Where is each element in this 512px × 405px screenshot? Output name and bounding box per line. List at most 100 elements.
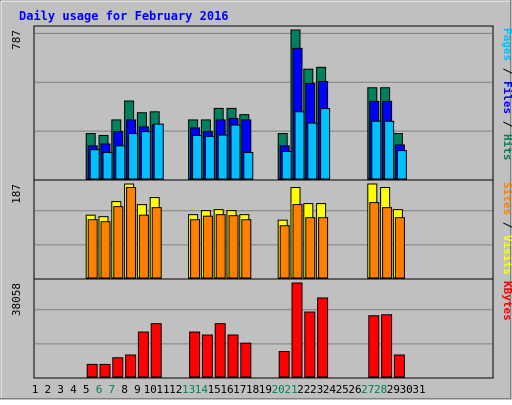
day-label: 13 — [182, 383, 195, 396]
visits-panel: 187 Sites / Visits — [10, 179, 512, 280]
day-label: 17 — [233, 383, 246, 396]
day-label: 15 — [208, 383, 221, 396]
bar-kbytes-day-29 — [393, 354, 405, 378]
bar-sites-day-16 — [228, 215, 239, 279]
bar-sites-day-23 — [318, 217, 329, 279]
bar-pages-day-23 — [320, 108, 331, 180]
bar-pages-day-9 — [140, 131, 151, 180]
bar-pages-day-17 — [243, 151, 254, 180]
bar-kbytes-day-17 — [240, 342, 252, 378]
bar-kbytes-day-27 — [368, 315, 380, 378]
bar-kbytes-day-9 — [137, 331, 149, 378]
day-label: 19 — [259, 383, 272, 396]
kbytes-panel-legend: KBytes — [501, 281, 512, 321]
bar-pages-day-21 — [294, 111, 305, 180]
legend-entry: Sites — [501, 182, 512, 215]
hits-panel: 787 Pages / Files / Hits — [10, 25, 512, 181]
legend-entry: Pages — [501, 28, 512, 61]
bar-pages-day-16 — [230, 124, 241, 180]
bar-kbytes-day-5 — [86, 363, 98, 378]
day-label: 21 — [284, 383, 297, 396]
day-label: 2 — [44, 383, 51, 396]
day-axis-labels: 1 2 3 4 5 6 7 8 9 10 11 12 13 14 15 16 17 18 19 20 21 22 23 24 2… — [32, 383, 426, 396]
bar-pages-day-27 — [371, 120, 382, 180]
bar-sites-day-27 — [369, 202, 380, 279]
bar-kbytes-day-20 — [278, 351, 290, 378]
bar-sites-day-8 — [126, 187, 137, 279]
legend-entry: Hits — [501, 134, 512, 161]
bar-sites-day-22 — [305, 217, 316, 279]
day-label: 7 — [108, 383, 115, 396]
day-label: 23 — [310, 383, 323, 396]
bar-pages-day-6 — [102, 151, 113, 180]
bar-sites-day-29 — [394, 217, 405, 279]
bar-sites-day-9 — [138, 214, 149, 279]
day-label: 9 — [134, 383, 141, 396]
bar-pages-day-13 — [192, 134, 203, 180]
day-label: 4 — [70, 383, 77, 396]
day-label: 31 — [412, 383, 425, 396]
bar-pages-day-14 — [204, 135, 215, 180]
day-label: 26 — [348, 383, 361, 396]
legend-entry: Visits — [501, 235, 512, 275]
legend-entry: Files — [501, 81, 512, 114]
kbytes-panel: 38058 KBytes — [10, 278, 512, 379]
bar-kbytes-day-10 — [150, 323, 162, 378]
bar-kbytes-day-7 — [112, 357, 124, 378]
bar-pages-day-20 — [281, 151, 292, 180]
bar-kbytes-day-13 — [189, 331, 201, 378]
bar-kbytes-day-16 — [227, 334, 239, 378]
bar-kbytes-day-8 — [125, 354, 137, 378]
bar-pages-day-29 — [396, 150, 407, 180]
bar-kbytes-day-15 — [214, 323, 226, 378]
day-label: 25 — [336, 383, 349, 396]
visits-panel-legend: Sites / Visits — [501, 182, 512, 275]
day-label: 14 — [195, 383, 209, 396]
day-label: 18 — [246, 383, 259, 396]
day-label: 28 — [374, 383, 387, 396]
legend-entry: / — [501, 215, 512, 235]
bar-kbytes-day-21 — [291, 282, 303, 378]
bar-kbytes-day-22 — [304, 311, 316, 378]
bar-pages-day-10 — [153, 123, 164, 180]
legend-entry: / — [501, 114, 512, 134]
day-label: 20 — [272, 383, 285, 396]
bar-pages-day-22 — [307, 122, 318, 180]
kbytes-panel-max-label: 38058 — [10, 283, 23, 316]
bar-pages-day-7 — [115, 145, 126, 180]
day-label: 12 — [169, 383, 182, 396]
day-label: 22 — [297, 383, 310, 396]
day-label: 30 — [400, 383, 413, 396]
bar-pages-day-5 — [89, 149, 100, 180]
day-label: 1 — [32, 383, 39, 396]
bar-sites-day-21 — [292, 204, 303, 279]
bar-sites-day-5 — [87, 219, 98, 279]
day-label: 6 — [96, 383, 103, 396]
day-label: 5 — [83, 383, 90, 396]
day-label: 27 — [361, 383, 374, 396]
bar-pages-day-28 — [384, 120, 395, 180]
bar-sites-day-17 — [241, 219, 252, 279]
day-label: 16 — [220, 383, 233, 396]
hits-panel-max-label: 787 — [10, 30, 23, 50]
bar-kbytes-day-6 — [99, 363, 111, 378]
legend-entry: KBytes — [501, 281, 512, 321]
hits-panel-legend: Pages / Files / Hits — [501, 28, 512, 161]
bar-sites-day-10 — [151, 207, 162, 279]
bar-sites-day-15 — [215, 214, 226, 279]
day-label: 29 — [387, 383, 400, 396]
bar-sites-day-6 — [100, 221, 111, 279]
day-label: 24 — [323, 383, 337, 396]
bar-sites-day-14 — [202, 215, 213, 279]
bar-sites-day-7 — [113, 206, 124, 279]
day-label: 3 — [57, 383, 64, 396]
chart-title: Daily usage for February 2016 — [19, 9, 229, 23]
bar-sites-day-20 — [279, 225, 290, 279]
bar-kbytes-day-23 — [317, 297, 329, 378]
day-label: 8 — [121, 383, 128, 396]
day-label: 10 — [144, 383, 157, 396]
legend-entry: / — [501, 61, 512, 81]
kbytes-panel-plot-area — [33, 278, 494, 379]
bar-sites-day-28 — [382, 207, 393, 279]
